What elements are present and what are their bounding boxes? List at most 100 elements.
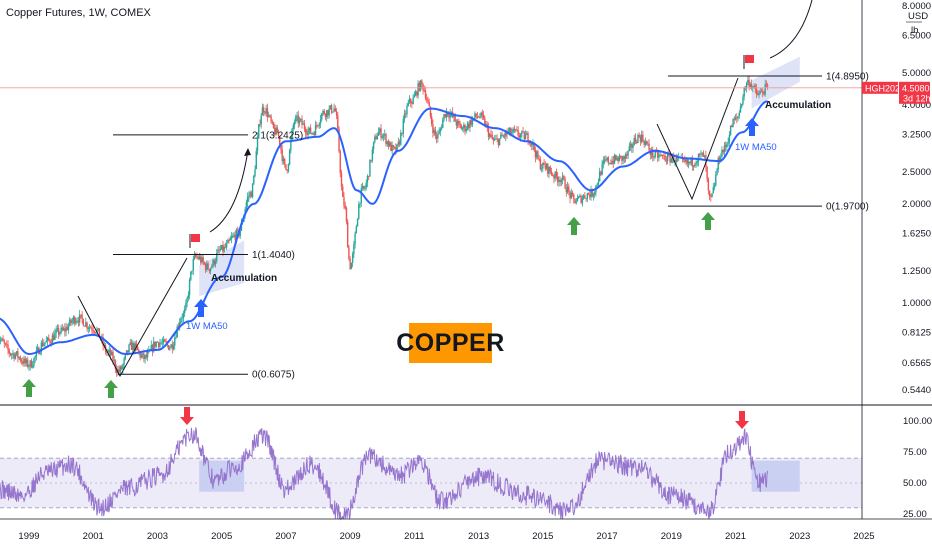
candle-body [390, 142, 392, 152]
candle-body [708, 190, 711, 197]
candle-body [190, 271, 192, 280]
candle-body [256, 136, 259, 152]
candle-body [175, 337, 177, 339]
candle-body [563, 176, 565, 179]
candle-body [254, 169, 256, 176]
candle-body [489, 134, 491, 138]
candle-body [652, 149, 654, 158]
symbol-badge [862, 81, 898, 94]
candle-body [66, 327, 68, 330]
candle-body [479, 117, 481, 118]
candle-body [371, 149, 374, 161]
candle-body [398, 141, 401, 145]
candle-body [253, 175, 255, 184]
candle-body [27, 359, 29, 367]
candle-body [270, 116, 272, 122]
candle-body [665, 160, 668, 162]
candle-body [717, 157, 719, 170]
candle-body [759, 91, 761, 94]
candle-body [82, 319, 85, 326]
candle-body [201, 257, 203, 263]
candle-body [264, 112, 266, 114]
candle-body [586, 193, 589, 199]
candle-body [694, 165, 696, 166]
candle-body [291, 128, 293, 140]
candle-body [246, 196, 249, 203]
candle-body [213, 259, 215, 265]
candle-body [466, 123, 469, 129]
candle-body [245, 202, 248, 209]
candle-body [124, 354, 127, 359]
price-tick-label: 8.0000 [902, 1, 931, 12]
annotation-labels: Accumulation Accumulation 1W MA50 1W MA50 [186, 100, 831, 332]
candle-body [503, 135, 506, 137]
candle-body [407, 102, 409, 106]
candle-body [369, 160, 371, 177]
candle-body [633, 137, 635, 146]
candle-body [544, 164, 547, 169]
candle-body [732, 119, 734, 128]
candle-body [366, 175, 369, 183]
candle-body [571, 192, 574, 195]
candle-body [272, 122, 275, 129]
candle-body [550, 171, 553, 175]
candle-body [74, 317, 76, 324]
candle-body [111, 351, 113, 356]
year-tick-label: 2021 [725, 531, 746, 542]
ma50-layer [0, 100, 768, 356]
candle-body [12, 353, 14, 355]
currency-label: USD [908, 11, 928, 22]
candle-body [512, 128, 514, 133]
price-tick-label: 0.8125 [902, 328, 931, 339]
candle-body [45, 340, 47, 343]
candle-body [692, 165, 695, 167]
blue-up-arrow-ma50-2 [745, 118, 759, 136]
projection-arrowhead [244, 148, 251, 156]
candle-body [220, 245, 223, 250]
candle-body [227, 240, 229, 244]
candle-body [214, 261, 217, 265]
fib-levels: 0(0.6075) 1(1.4040) 2.1(3.2425) 1(4.8950) 0(… [113, 72, 869, 381]
candle-body [505, 131, 507, 137]
rsi-tick-label: 25.00 [903, 509, 927, 520]
candle-body [285, 164, 287, 170]
candle-body [154, 341, 156, 347]
candle-body [224, 246, 227, 248]
candle-body [760, 91, 763, 93]
candle-body [162, 339, 165, 343]
year-tick-label: 2011 [404, 531, 424, 542]
candle-body [726, 143, 728, 148]
candle-body [69, 319, 71, 326]
candle-body [615, 155, 617, 160]
candle-body [695, 163, 697, 166]
price-badge [899, 81, 930, 104]
price-tick-label: 2.5000 [902, 167, 931, 178]
candle-body [9, 353, 12, 355]
candle-body [269, 115, 271, 117]
year-tick-label: 2007 [275, 531, 296, 542]
candle-body [335, 111, 338, 116]
candle-body [501, 134, 503, 137]
candle-body [613, 155, 616, 164]
candle-body [20, 360, 23, 362]
candle-body [643, 140, 645, 145]
candle-body [395, 147, 397, 152]
candle-body [745, 82, 748, 89]
candle-body [181, 317, 183, 319]
candle-body [590, 189, 592, 198]
candle-body [156, 341, 159, 343]
candle-body [374, 136, 376, 142]
candle-body [172, 345, 175, 350]
candle-body [576, 198, 579, 202]
candle-body [90, 327, 92, 329]
candle-body [318, 123, 320, 126]
candle-body [411, 102, 413, 104]
candle-body [580, 195, 582, 203]
unit-label: lb [911, 25, 918, 36]
candle-body [281, 149, 283, 162]
candle-body [39, 351, 41, 355]
candle-body [535, 151, 538, 158]
candle-body [755, 88, 758, 94]
candle-body [575, 201, 577, 204]
candle-body [384, 134, 386, 136]
